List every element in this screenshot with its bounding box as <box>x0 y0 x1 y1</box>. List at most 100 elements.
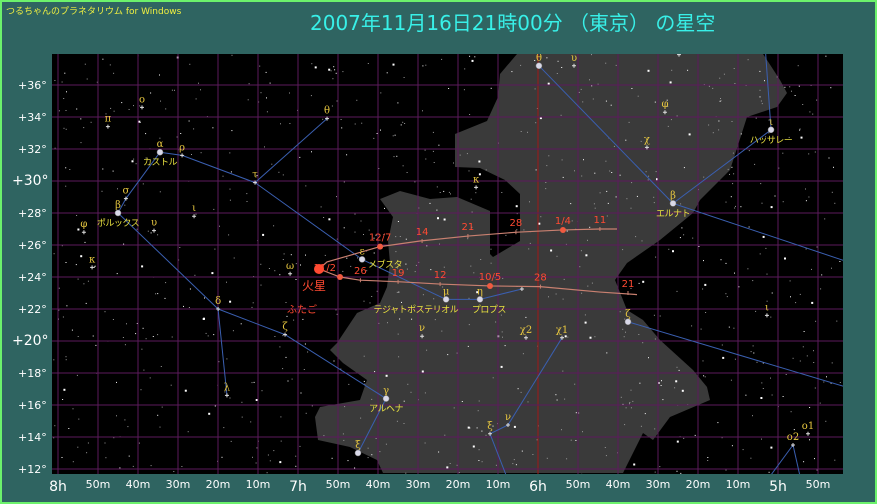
background-star <box>712 87 714 89</box>
background-star <box>336 100 338 102</box>
background-star <box>790 296 791 298</box>
background-star <box>191 154 192 155</box>
background-star <box>126 323 127 325</box>
background-star <box>142 327 144 329</box>
background-star <box>328 68 331 71</box>
background-star <box>768 132 770 134</box>
background-star <box>406 172 408 173</box>
background-star <box>633 463 636 466</box>
background-star <box>624 318 626 320</box>
background-star <box>443 266 445 268</box>
star-greek-label: τ <box>252 170 258 181</box>
background-star <box>546 457 548 459</box>
background-star <box>662 399 664 401</box>
background-star <box>500 365 503 368</box>
background-star <box>139 105 141 107</box>
mars-path-date: 21 <box>622 279 635 290</box>
background-star <box>501 192 503 193</box>
star-name-label: ポルックス <box>97 218 140 229</box>
star-name-label: テジャトポステリオル <box>374 304 459 315</box>
background-star <box>443 218 446 221</box>
background-star <box>478 460 480 461</box>
background-star <box>335 309 337 311</box>
background-star <box>558 60 559 62</box>
background-star <box>813 350 814 352</box>
background-star <box>691 325 693 327</box>
background-star <box>464 68 466 70</box>
background-star <box>278 171 280 173</box>
background-star <box>581 175 583 177</box>
background-star <box>698 246 700 247</box>
mars-path: 21 28 10/5 12 19 26 11/2 12/7 14 21 28 1/4 11 <box>314 215 638 296</box>
background-star <box>395 236 397 238</box>
background-star <box>523 229 525 231</box>
background-star <box>260 284 262 286</box>
background-star <box>157 414 159 416</box>
background-star <box>344 406 346 408</box>
background-star <box>214 405 216 407</box>
background-star <box>437 217 439 220</box>
background-star <box>131 160 134 163</box>
background-star <box>439 243 440 245</box>
background-star <box>803 461 805 463</box>
background-star <box>630 288 632 289</box>
background-star <box>630 407 632 409</box>
background-star <box>290 254 292 256</box>
background-star <box>574 383 576 385</box>
background-star <box>528 248 530 250</box>
background-star <box>433 298 435 300</box>
background-star <box>563 278 565 280</box>
star <box>488 431 492 436</box>
background-star <box>145 133 147 135</box>
background-star <box>80 118 82 120</box>
background-star <box>581 473 583 474</box>
background-star <box>441 58 443 60</box>
background-star <box>113 110 115 112</box>
background-star <box>101 190 103 192</box>
background-star <box>469 55 471 57</box>
background-star <box>753 352 755 354</box>
star-greek-label: χ2 <box>520 325 532 336</box>
background-star <box>360 417 362 419</box>
background-star <box>485 169 487 171</box>
background-star <box>469 114 471 115</box>
background-star <box>605 160 607 162</box>
background-star <box>198 82 199 84</box>
background-star <box>229 199 231 201</box>
background-star <box>268 268 270 269</box>
ra-label: 40m <box>366 478 391 491</box>
background-star <box>170 384 172 386</box>
background-star <box>653 196 655 198</box>
background-star <box>587 285 589 287</box>
background-star <box>670 119 672 121</box>
background-star <box>676 115 678 117</box>
background-star <box>747 268 749 270</box>
background-star <box>721 437 723 439</box>
constellation-line <box>217 308 286 336</box>
background-star <box>803 331 805 332</box>
background-star <box>579 266 581 268</box>
background-star <box>730 379 732 381</box>
background-star <box>622 403 624 405</box>
background-star <box>476 291 479 294</box>
background-star <box>305 254 306 256</box>
star-greek-label: β <box>670 190 676 201</box>
background-star <box>470 265 472 267</box>
background-star <box>833 166 834 168</box>
background-star <box>727 168 729 170</box>
background-star <box>300 392 302 394</box>
background-star <box>511 71 513 73</box>
background-star <box>527 401 529 403</box>
background-star <box>159 426 161 428</box>
background-star <box>564 398 566 400</box>
background-star <box>705 312 707 313</box>
background-star <box>424 149 426 151</box>
background-star <box>397 333 399 335</box>
background-star <box>150 92 152 94</box>
background-star <box>791 90 792 92</box>
background-star <box>246 193 248 195</box>
background-star <box>529 201 530 203</box>
background-star <box>113 437 115 439</box>
dec-label: +20° <box>12 333 49 349</box>
